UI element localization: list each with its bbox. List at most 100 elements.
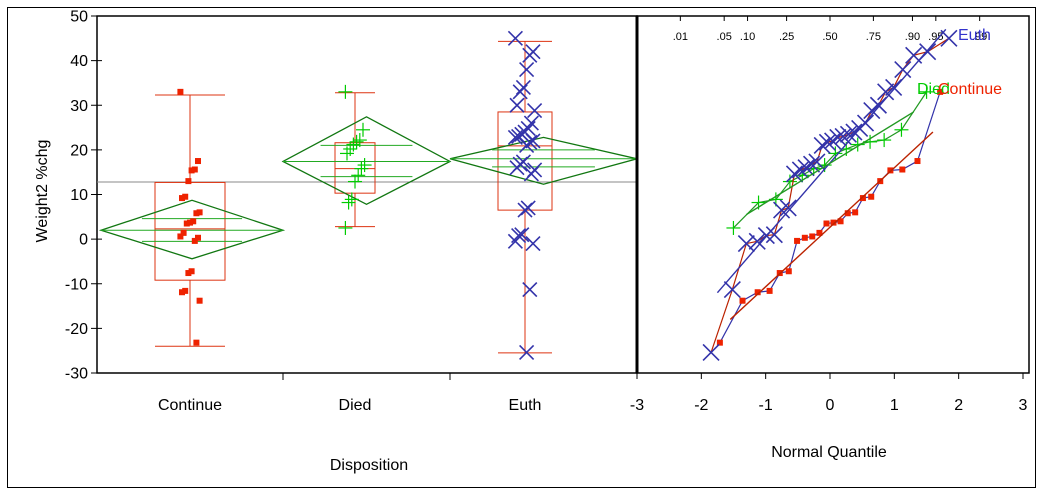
quantile-point <box>830 219 837 226</box>
prob-tick-label: .01 <box>673 31 688 43</box>
marker-d2 <box>515 79 531 95</box>
data-point <box>193 210 200 217</box>
marker-d2 <box>813 136 831 154</box>
prob-tick-label: .50 <box>822 31 837 43</box>
marker-d2 <box>839 125 858 143</box>
marker-d2 <box>940 29 958 47</box>
reference-line-continue <box>729 131 934 320</box>
data-point <box>507 233 523 249</box>
quantile-point <box>748 232 766 250</box>
y-tick-label: 50 <box>70 9 88 26</box>
x-category-label: Died <box>339 397 372 414</box>
data-point <box>196 297 203 304</box>
marker-d2 <box>723 280 741 299</box>
data-point <box>509 160 525 176</box>
marker-d2 <box>863 102 881 120</box>
data-point <box>185 178 192 185</box>
marker-d2 <box>797 159 815 177</box>
marker-d2 <box>791 161 809 179</box>
marker-d2 <box>845 123 863 141</box>
y-tick-label: 30 <box>70 98 88 115</box>
quantile-point <box>894 122 909 137</box>
data-point <box>523 115 539 131</box>
quantile-point <box>809 233 816 240</box>
data-point <box>357 158 372 173</box>
marker-d2 <box>877 83 895 101</box>
data-point <box>180 229 187 236</box>
data-point <box>354 161 369 176</box>
quantile-point <box>937 88 944 95</box>
quantile-point <box>816 229 823 236</box>
data-point <box>196 209 203 216</box>
quantile-point <box>791 161 809 179</box>
series-label-died: Died <box>917 81 950 98</box>
quantile-point <box>885 78 903 96</box>
marker-d2 <box>818 133 836 151</box>
quantile-series-continue <box>716 88 944 346</box>
x-category-label: Continue <box>158 397 222 414</box>
quantile-point <box>845 123 863 141</box>
marker-d2 <box>802 155 821 173</box>
quantile-series-euth <box>702 29 958 362</box>
data-point <box>177 88 184 95</box>
marker-d2 <box>808 153 826 171</box>
group-euth <box>449 30 638 361</box>
prob-tick-label: .95 <box>928 31 943 43</box>
y-tick-label: 40 <box>70 53 88 70</box>
x-tick-label: -2 <box>694 397 708 414</box>
quantile-point <box>801 234 808 241</box>
quantile-point <box>785 268 792 275</box>
data-point <box>507 30 523 46</box>
quantile-point <box>754 289 761 296</box>
data-point <box>338 84 353 99</box>
quantile-point <box>802 155 821 173</box>
data-point <box>182 287 189 294</box>
marker-d2 <box>779 199 797 217</box>
marker-d2 <box>519 344 535 361</box>
data-point <box>191 237 198 244</box>
reference-line-died <box>746 111 914 216</box>
data-point <box>187 219 193 226</box>
prob-tick-label: .99 <box>972 31 987 43</box>
means-diamond <box>449 136 638 185</box>
normal-quantile-plot: -3 -2 -1 0 1 2 3 .01 .05 .10 .25 .50 .75 .90 .95 .99Eut… <box>630 15 1030 414</box>
quantile-point <box>852 209 859 216</box>
marker-d2 <box>702 343 720 362</box>
quantile-point <box>887 167 894 174</box>
quantile-point <box>739 297 746 304</box>
chart-frame <box>7 7 1036 488</box>
x-tick-label: -1 <box>759 397 773 414</box>
x-tick-label: -3 <box>630 397 644 414</box>
marker-d2 <box>512 84 528 100</box>
marker-d2 <box>525 133 541 149</box>
quantile-point <box>868 193 875 200</box>
quantile-content <box>702 28 958 362</box>
marker-d2 <box>525 236 541 252</box>
marker-d2 <box>519 137 535 153</box>
marker-d2 <box>773 201 791 219</box>
quantile-point <box>723 280 741 299</box>
data-point <box>509 97 525 113</box>
y-tick-label: 10 <box>70 187 88 204</box>
group-died <box>281 84 452 235</box>
marker-d2 <box>507 30 523 46</box>
quantile-point <box>794 237 801 244</box>
y-tick-label: 20 <box>70 142 88 159</box>
x-tick-label: 1 <box>890 397 899 414</box>
data-point <box>188 268 195 275</box>
quantile-point <box>914 158 921 165</box>
data-point <box>519 137 535 153</box>
prob-tick-label: .75 <box>866 31 881 43</box>
quantile-point <box>837 218 844 225</box>
data-point <box>525 133 541 149</box>
marker-d2 <box>519 61 535 78</box>
marker-d2 <box>894 60 912 79</box>
quantile-point <box>737 235 755 253</box>
quantile-point <box>702 343 720 362</box>
data-point <box>523 166 539 182</box>
data-point <box>185 270 192 277</box>
marker-d2 <box>522 281 538 298</box>
x-axis-label-normal-quantile: Normal Quantile <box>771 444 887 461</box>
quantile-point <box>782 174 797 189</box>
